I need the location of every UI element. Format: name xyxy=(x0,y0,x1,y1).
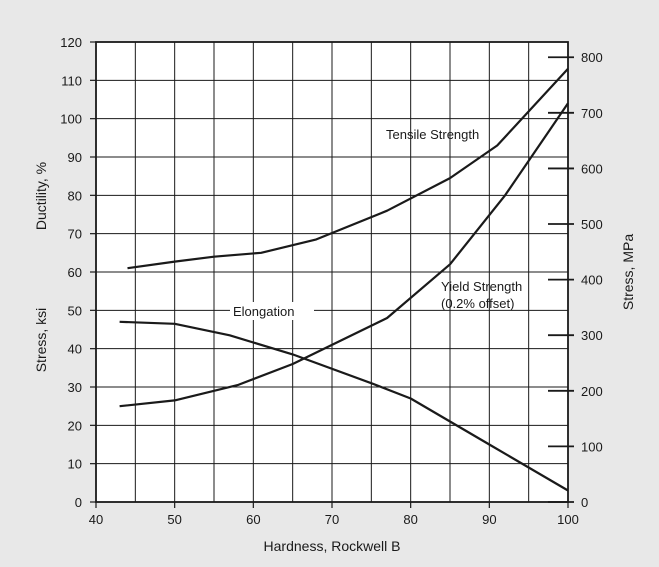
tensile-strength-line xyxy=(127,68,569,270)
x-tick-label: 60 xyxy=(246,512,260,527)
y-tick-label: 100 xyxy=(60,112,82,127)
y-axis-label-ductility: Ductility, % xyxy=(33,162,49,230)
y-tick-label: 40 xyxy=(68,342,82,357)
annotation-yield-offset: (0.2% offset) xyxy=(441,296,514,311)
grid xyxy=(90,41,574,508)
y2-tick-label: 700 xyxy=(581,106,603,121)
y2-tick-label: 0 xyxy=(581,495,588,510)
y2-tick-label: 100 xyxy=(581,439,603,454)
x-axis-label: Hardness, Rockwell B xyxy=(264,538,401,554)
y2-tick-label: 600 xyxy=(581,161,603,176)
y-tick-label: 60 xyxy=(68,265,82,280)
y2-tick-label: 800 xyxy=(581,50,603,65)
annotation-yield-strength: Yield Strength xyxy=(441,279,522,294)
y-tick-label: 110 xyxy=(61,73,82,88)
x-tick-label: 40 xyxy=(89,512,103,527)
y2-tick-label: 300 xyxy=(581,328,603,343)
annotation-tensile-strength: Tensile Strength xyxy=(386,127,479,142)
elongation-label-bg xyxy=(230,302,314,320)
annotation-elongation: Elongation xyxy=(233,304,294,319)
x-tick-label: 90 xyxy=(482,512,496,527)
x-tick-label: 80 xyxy=(403,512,417,527)
y-axis-label-stress: Stress, ksi xyxy=(33,308,49,373)
y-tick-label: 50 xyxy=(68,303,82,318)
plot-border xyxy=(95,41,569,503)
yield-strength-line xyxy=(119,102,569,408)
elongation-line xyxy=(119,320,569,492)
tick-labels: 40 50 60 70 80 90 1000102030405060708090100110… xyxy=(60,35,602,527)
y-tick-label: 80 xyxy=(68,188,82,203)
series-lines xyxy=(119,68,569,492)
y-tick-label: 0 xyxy=(75,495,82,510)
y2-tick-label: 500 xyxy=(581,217,603,232)
x-tick-label: 50 xyxy=(167,512,181,527)
x-tick-label: 70 xyxy=(325,512,339,527)
y-tick-label: 10 xyxy=(68,457,82,472)
y2-tick-label: 200 xyxy=(581,384,603,399)
y-tick-label: 90 xyxy=(68,150,82,165)
y-tick-label: 120 xyxy=(60,35,82,50)
y2-axis-label: Stress, MPa xyxy=(620,234,636,310)
y-tick-label: 20 xyxy=(68,418,82,433)
x-tick-label: 100 xyxy=(557,512,579,527)
y2-tick-label: 400 xyxy=(581,273,603,288)
y-tick-label: 70 xyxy=(68,227,82,242)
y-tick-label: 30 xyxy=(68,380,82,395)
